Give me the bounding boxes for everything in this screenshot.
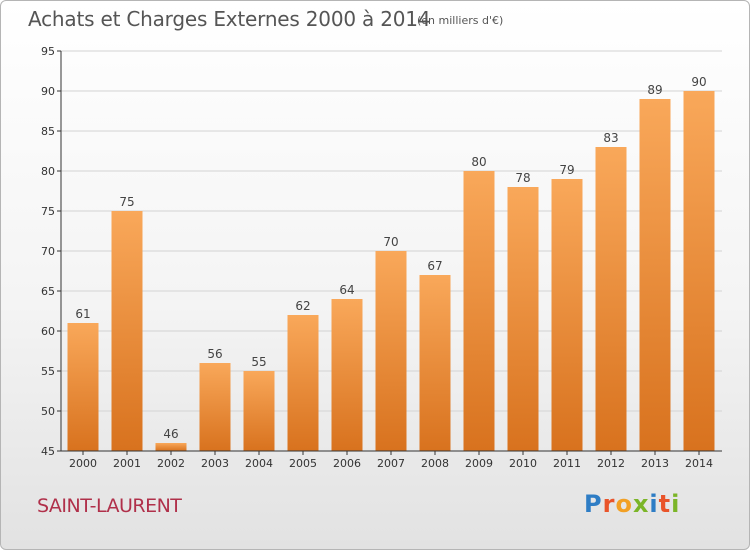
bar	[331, 299, 363, 451]
bar	[463, 171, 495, 451]
axes	[57, 50, 722, 455]
y-tick-label: 80	[41, 165, 55, 178]
x-tick-label: 2000	[69, 457, 97, 470]
data-label: 62	[295, 299, 310, 313]
bar	[243, 371, 275, 451]
x-tick-label: 2005	[289, 457, 317, 470]
data-label: 70	[383, 235, 398, 249]
data-label: 75	[119, 195, 134, 209]
x-tick-label: 2007	[377, 457, 405, 470]
logo-letter: P	[584, 490, 603, 518]
y-tick-label: 65	[41, 285, 55, 298]
data-label: 67	[427, 259, 442, 273]
x-tick-label: 2002	[157, 457, 185, 470]
x-tick-label: 2010	[509, 457, 537, 470]
x-tick-label: 2006	[333, 457, 361, 470]
y-tick-label: 50	[41, 405, 55, 418]
commune-name: SAINT-LAURENT	[37, 495, 182, 517]
data-label: 79	[559, 163, 574, 177]
bar	[683, 91, 715, 451]
y-tick-label: 90	[41, 85, 55, 98]
bar	[67, 323, 99, 451]
proxiti-logo[interactable]: Proxiti	[584, 490, 680, 518]
data-label: 46	[163, 427, 178, 441]
x-tick-label: 2011	[553, 457, 581, 470]
data-label: 56	[207, 347, 222, 361]
y-tick-label: 70	[41, 245, 55, 258]
logo-letter: x	[632, 490, 650, 518]
y-tick-label: 95	[41, 45, 55, 58]
bar	[199, 363, 231, 451]
data-label: 89	[647, 83, 662, 97]
y-tick-label: 55	[41, 365, 55, 378]
x-tick-label: 2014	[685, 457, 713, 470]
y-tick-label: 75	[41, 205, 55, 218]
data-label: 55	[251, 355, 266, 369]
logo-letter: i	[671, 490, 681, 518]
bar	[419, 275, 451, 451]
bar	[287, 315, 319, 451]
chart-title: Achats et Charges Externes 2000 à 2014	[28, 7, 431, 31]
bar	[551, 179, 583, 451]
data-label: 83	[603, 131, 618, 145]
x-tick-label: 2013	[641, 457, 669, 470]
x-tick-label: 2003	[201, 457, 229, 470]
x-tick-label: 2009	[465, 457, 493, 470]
y-tick-label: 85	[41, 125, 55, 138]
logo-letter: o	[615, 490, 633, 518]
data-label: 78	[515, 171, 530, 185]
logo-letter: r	[602, 490, 616, 518]
bar	[375, 251, 407, 451]
bar	[155, 443, 187, 451]
data-label: 90	[691, 75, 706, 89]
bar	[595, 147, 627, 451]
chart-subtitle: (en milliers d'€)	[417, 14, 504, 27]
x-tick-label: 2012	[597, 457, 625, 470]
bar	[639, 99, 671, 451]
bar	[507, 187, 539, 451]
x-tick-label: 2008	[421, 457, 449, 470]
labels: 45 50 55 60 65 70 75 80 85 90 95 61 2000 75 2001 46 2002…	[41, 45, 713, 470]
logo-letter: t	[658, 490, 672, 518]
data-label: 80	[471, 155, 486, 169]
x-tick-label: 2004	[245, 457, 273, 470]
bars	[67, 91, 715, 451]
y-tick-label: 45	[41, 445, 55, 458]
data-label: 61	[75, 307, 90, 321]
x-tick-label: 2001	[113, 457, 141, 470]
y-tick-label: 60	[41, 325, 55, 338]
bar	[111, 211, 143, 451]
data-label: 64	[339, 283, 354, 297]
logo-letter: i	[649, 490, 659, 518]
